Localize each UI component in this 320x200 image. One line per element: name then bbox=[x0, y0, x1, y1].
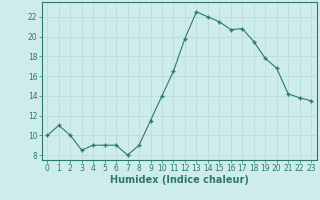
X-axis label: Humidex (Indice chaleur): Humidex (Indice chaleur) bbox=[110, 175, 249, 185]
